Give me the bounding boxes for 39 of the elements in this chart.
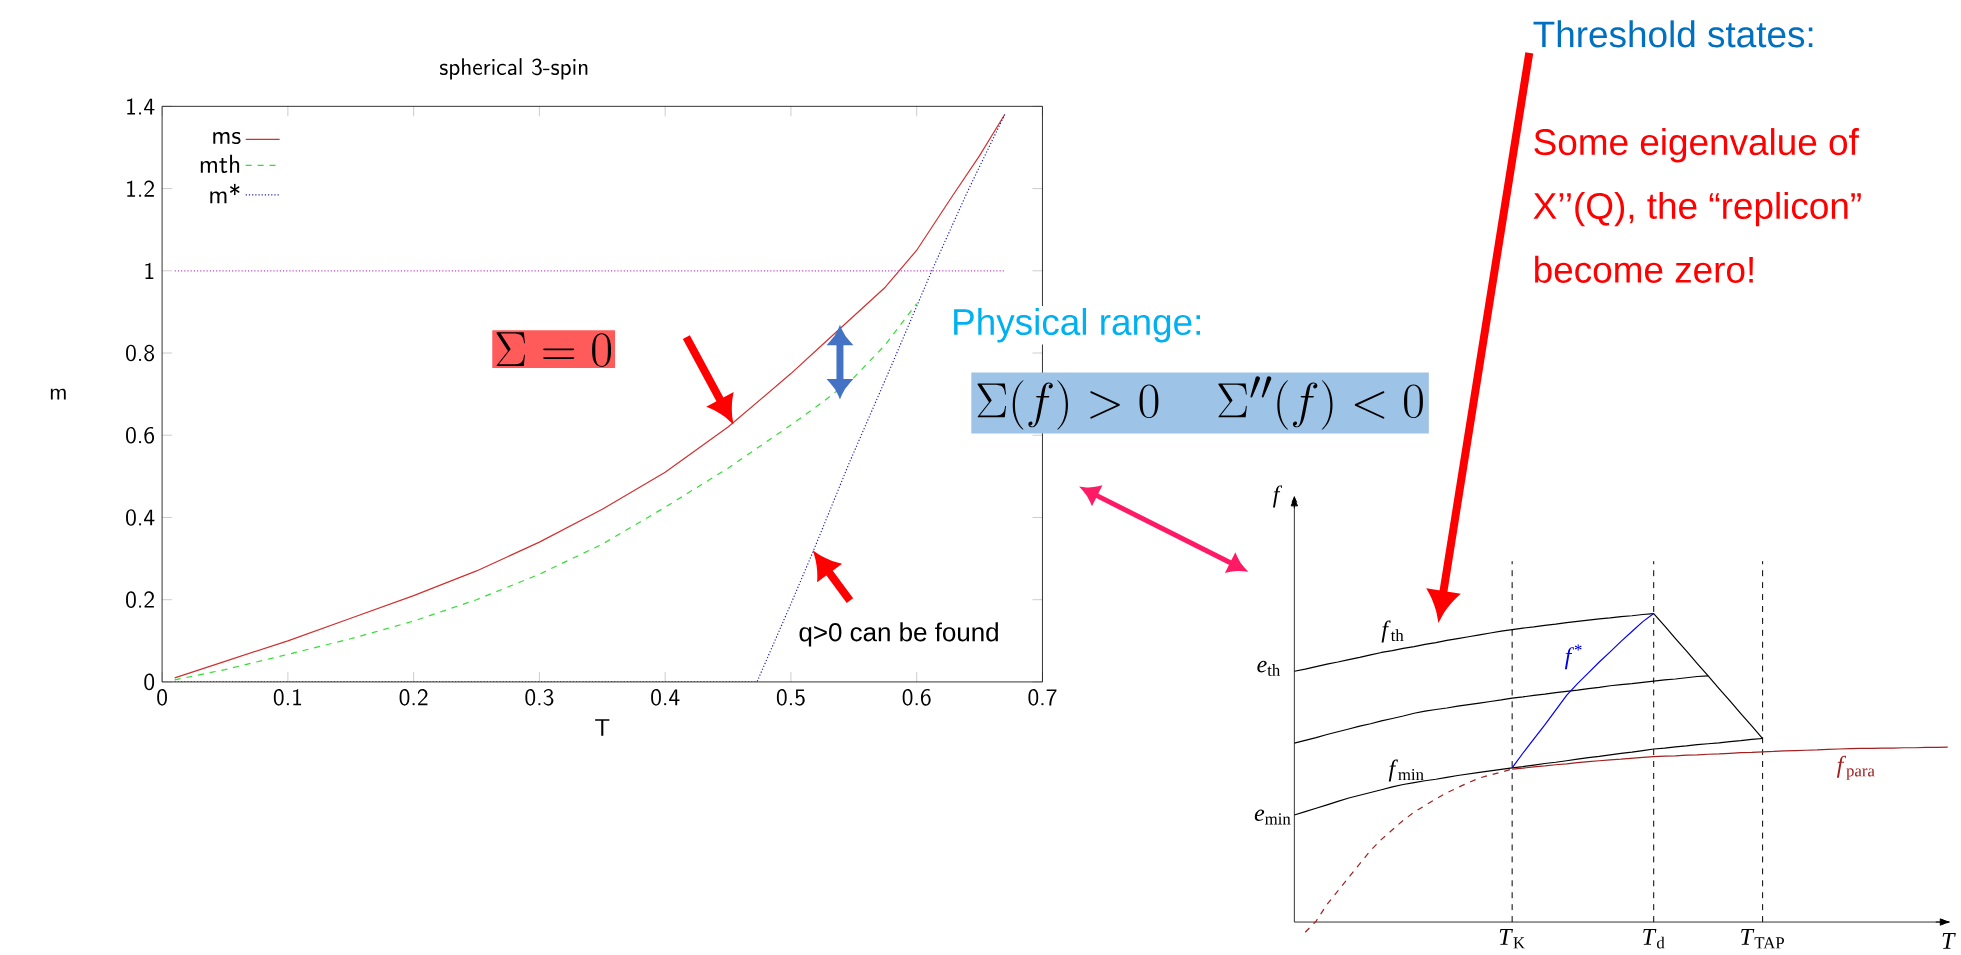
y-axis-title: m	[50, 388, 66, 400]
annotation: $\Sigma(f) > 0 \quad \Sigma''(f) < 0$	[977, 376, 1423, 430]
series-label: f$_{para}$	[1836, 755, 1875, 780]
legend-label: ms	[213, 131, 241, 144]
x-tick-label: 0.4	[651, 688, 680, 706]
x-axis-title: T	[1942, 932, 1956, 949]
x-tick-label: 0.2	[399, 688, 428, 706]
legend-label: mth	[200, 154, 240, 173]
x-tick-label: T$_{TAP}$	[1741, 928, 1784, 949]
annotation: q>0 can be found	[799, 622, 998, 647]
x-axis-title: T	[595, 719, 610, 736]
x-tick-label: T$_{K}$	[1499, 928, 1525, 949]
text: e$_{min}$	[1254, 809, 1291, 825]
y-tick-label: 0.6	[126, 426, 155, 444]
y-tick-label: 0.8	[126, 344, 155, 362]
y-axis-title: f	[1272, 485, 1283, 508]
series-label: f$_{th}$	[1381, 620, 1404, 643]
x-tick-label: 0.1	[273, 688, 302, 706]
legend-label: m*	[210, 183, 240, 203]
x-tick-label: 0.5	[776, 688, 805, 706]
x-tick-label: T$_{d}$	[1643, 928, 1665, 949]
chart-title: spherical 3-spin	[439, 57, 588, 80]
x-tick-label: 0	[157, 688, 167, 706]
y-tick-label: 0.4	[126, 508, 155, 526]
text: Some eigenvalue of X’’(Q), the “replicon” become zero!	[1533, 127, 1861, 283]
y-tick-label: 0.2	[126, 591, 154, 608]
y-tick-label: 0	[144, 673, 155, 691]
series-label: f$^{*}$	[1564, 644, 1582, 669]
annotation: $\Sigma = 0$	[496, 332, 612, 367]
x-tick-label: 0.3	[525, 688, 554, 706]
series-label: f$_{min}$	[1388, 759, 1424, 782]
annotation: Physical range:	[954, 307, 1200, 343]
text: e$_{th}$	[1257, 660, 1281, 676]
y-tick-label: 1	[145, 262, 154, 279]
x-tick-label: 0.7	[1028, 688, 1057, 706]
text: Threshold states:	[1533, 20, 1813, 48]
y-tick-label: 1.2	[127, 180, 154, 197]
x-tick-label: 0.6	[902, 688, 931, 706]
y-tick-label: 1.4	[127, 98, 155, 115]
